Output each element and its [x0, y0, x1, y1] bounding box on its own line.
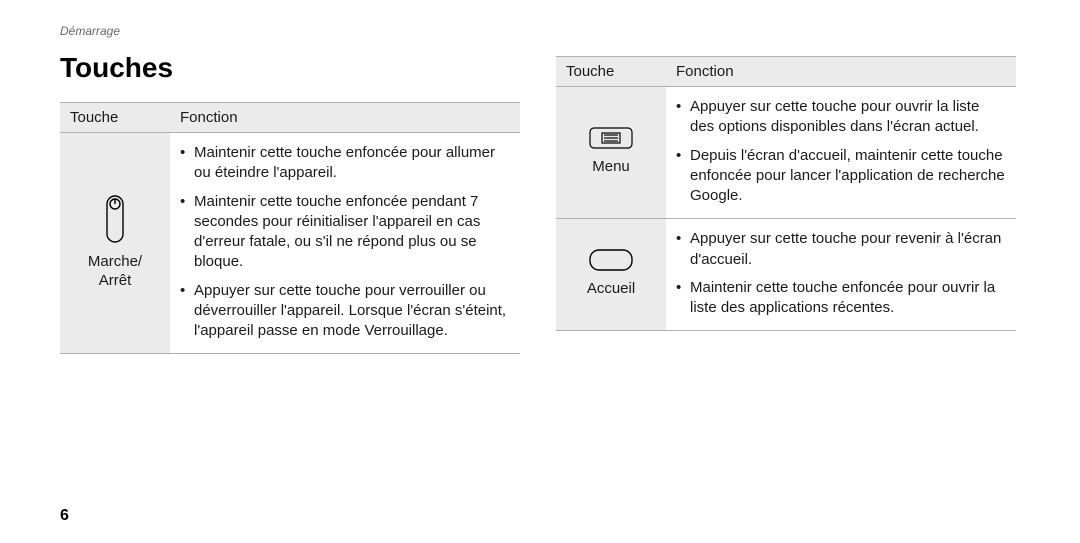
table-row: Marche/ Arrêt Maintenir cette touche enf…	[60, 133, 520, 354]
function-item: Maintenir cette touche enfoncée pendant …	[180, 192, 510, 273]
function-cell: Maintenir cette touche enfoncée pour all…	[170, 133, 520, 354]
page-number: 6	[60, 507, 69, 525]
col-header-fonction: Fonction	[666, 57, 1016, 87]
key-label: Marche/ Arrêt	[70, 252, 160, 291]
col-header-touche: Touche	[60, 103, 170, 133]
key-cell-power: Marche/ Arrêt	[60, 133, 170, 354]
table-row: Accueil Appuyer sur cette touche pour re…	[556, 219, 1016, 331]
col-header-fonction: Fonction	[170, 103, 520, 133]
table-row: Menu Appuyer sur cette touche pour ouvri…	[556, 87, 1016, 219]
home-key-icon	[589, 249, 633, 271]
function-item: Appuyer sur cette touche pour ouvrir la …	[676, 97, 1006, 138]
function-list: Appuyer sur cette touche pour ouvrir la …	[676, 97, 1006, 206]
function-list: Maintenir cette touche enfoncée pour all…	[180, 143, 510, 341]
left-column: Touche Fonction	[60, 102, 520, 354]
function-item: Appuyer sur cette touche pour revenir à …	[676, 229, 1006, 270]
key-cell-menu: Menu	[556, 87, 666, 219]
col-header-touche: Touche	[556, 57, 666, 87]
function-item: Maintenir cette touche enfoncée pour ouv…	[676, 278, 1006, 319]
function-list: Appuyer sur cette touche pour revenir à …	[676, 229, 1006, 318]
breadcrumb: Démarrage	[60, 24, 1020, 38]
keys-table-left: Touche Fonction	[60, 102, 520, 354]
function-cell: Appuyer sur cette touche pour ouvrir la …	[666, 87, 1016, 219]
key-label: Menu	[592, 157, 630, 177]
key-cell-home: Accueil	[556, 219, 666, 331]
power-button-icon	[105, 194, 125, 244]
function-item: Maintenir cette touche enfoncée pour all…	[180, 143, 510, 184]
function-cell: Appuyer sur cette touche pour revenir à …	[666, 219, 1016, 331]
function-item: Depuis l'écran d'accueil, maintenir cett…	[676, 146, 1006, 207]
menu-key-icon	[589, 127, 633, 149]
key-label: Accueil	[587, 279, 635, 299]
right-column: Touche Fonction	[556, 56, 1016, 354]
keys-table-right: Touche Fonction	[556, 56, 1016, 331]
two-column-layout: Touche Fonction	[60, 102, 1020, 354]
function-item: Appuyer sur cette touche pour verrouille…	[180, 281, 510, 342]
page-container: Démarrage Touches Touche Fonction	[0, 0, 1080, 543]
